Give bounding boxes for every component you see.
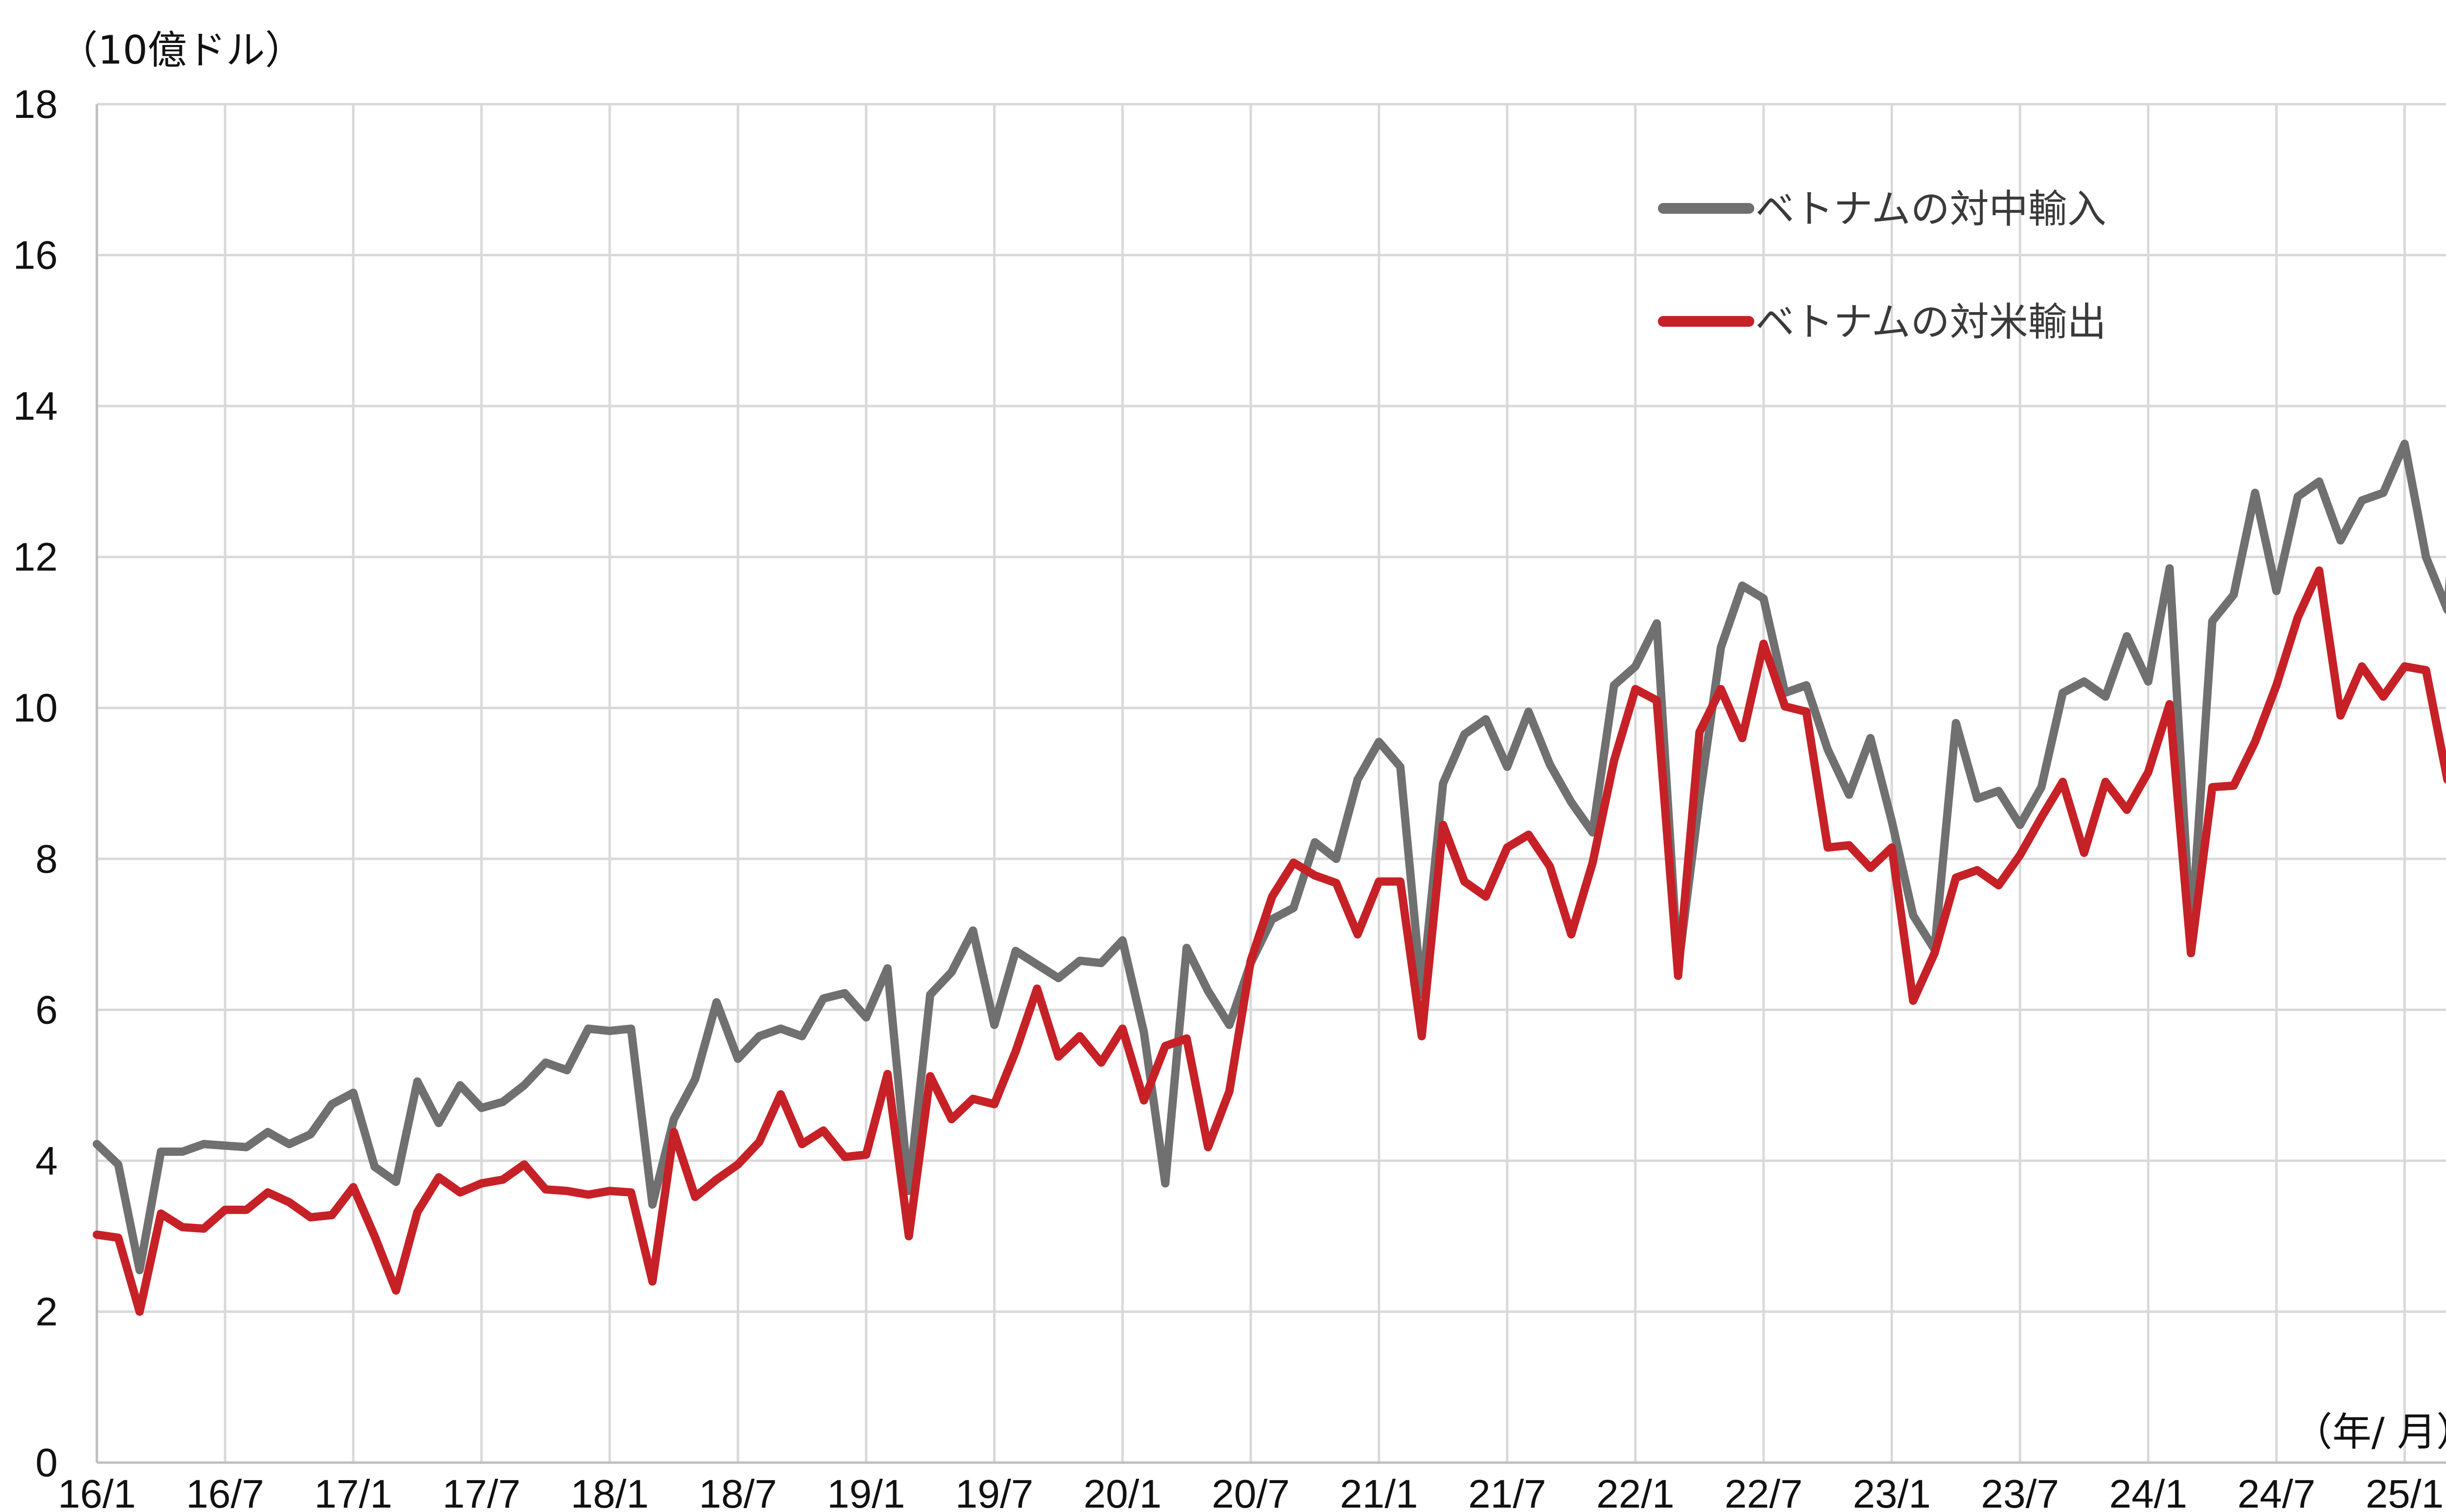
x-tick-label: 24/7	[2238, 1472, 2316, 1512]
y-tick-label: 10	[13, 686, 58, 730]
y-tick-label: 12	[13, 535, 58, 580]
x-tick-label: 23/7	[1981, 1472, 2059, 1512]
x-tick-labels: 16/1 16/7 17/1 17/7 18/1 18/7 19/1 19/7 20/1 20/7…	[58, 1472, 2444, 1512]
y-tick-label: 18	[13, 82, 58, 127]
x-tick-label: 22/7	[1724, 1472, 1803, 1512]
x-tick-label: 18/7	[699, 1472, 777, 1512]
y-tick-label: 8	[35, 837, 58, 881]
series-line-us-exports	[92, 566, 2446, 1316]
x-tick-label: 21/7	[1468, 1472, 1546, 1512]
x-tick-label: 18/1	[571, 1472, 649, 1512]
x-axis-unit-label: （年/ 月）	[2293, 1409, 2446, 1455]
y-tick-label: 6	[35, 988, 58, 1032]
y-tick-label: 4	[35, 1139, 58, 1183]
grid-layer	[97, 103, 2446, 1463]
series-layer	[92, 439, 2446, 1316]
y-tick-label: 2	[35, 1289, 58, 1334]
x-tick-label: 19/1	[827, 1472, 906, 1512]
x-tick-label: 17/7	[442, 1472, 521, 1512]
y-tick-label: 0	[35, 1441, 58, 1485]
y-tick-label: 14	[13, 384, 58, 429]
x-tick-label: 17/1	[314, 1472, 392, 1512]
y-axis-unit-label: （10億ドル）	[59, 27, 304, 73]
x-tick-label: 20/1	[1084, 1472, 1162, 1512]
legend: ベトナムの対中輸入 ベトナムの対米輸出	[1658, 186, 2106, 345]
y-tick-label: 16	[13, 233, 58, 278]
x-tick-label: 21/1	[1340, 1472, 1418, 1512]
series-line-china-imports	[92, 439, 2446, 1275]
x-tick-label: 23/1	[1853, 1472, 1931, 1512]
x-tick-label: 25/1	[2366, 1472, 2444, 1512]
x-tick-label: 20/7	[1212, 1472, 1290, 1512]
x-tick-label: 19/7	[955, 1472, 1034, 1512]
x-tick-label: 16/1	[58, 1472, 136, 1512]
legend-label-china-imports: ベトナムの対中輸入	[1755, 186, 2106, 232]
y-tick-labels: 0 2 4 6 8 10 12 14 16 18	[13, 82, 58, 1485]
x-tick-label: 22/1	[1596, 1472, 1675, 1512]
x-tick-label: 16/7	[186, 1472, 264, 1512]
legend-label-us-exports: ベトナムの対米輸出	[1755, 299, 2106, 345]
x-tick-label: 24/1	[2109, 1472, 2187, 1512]
